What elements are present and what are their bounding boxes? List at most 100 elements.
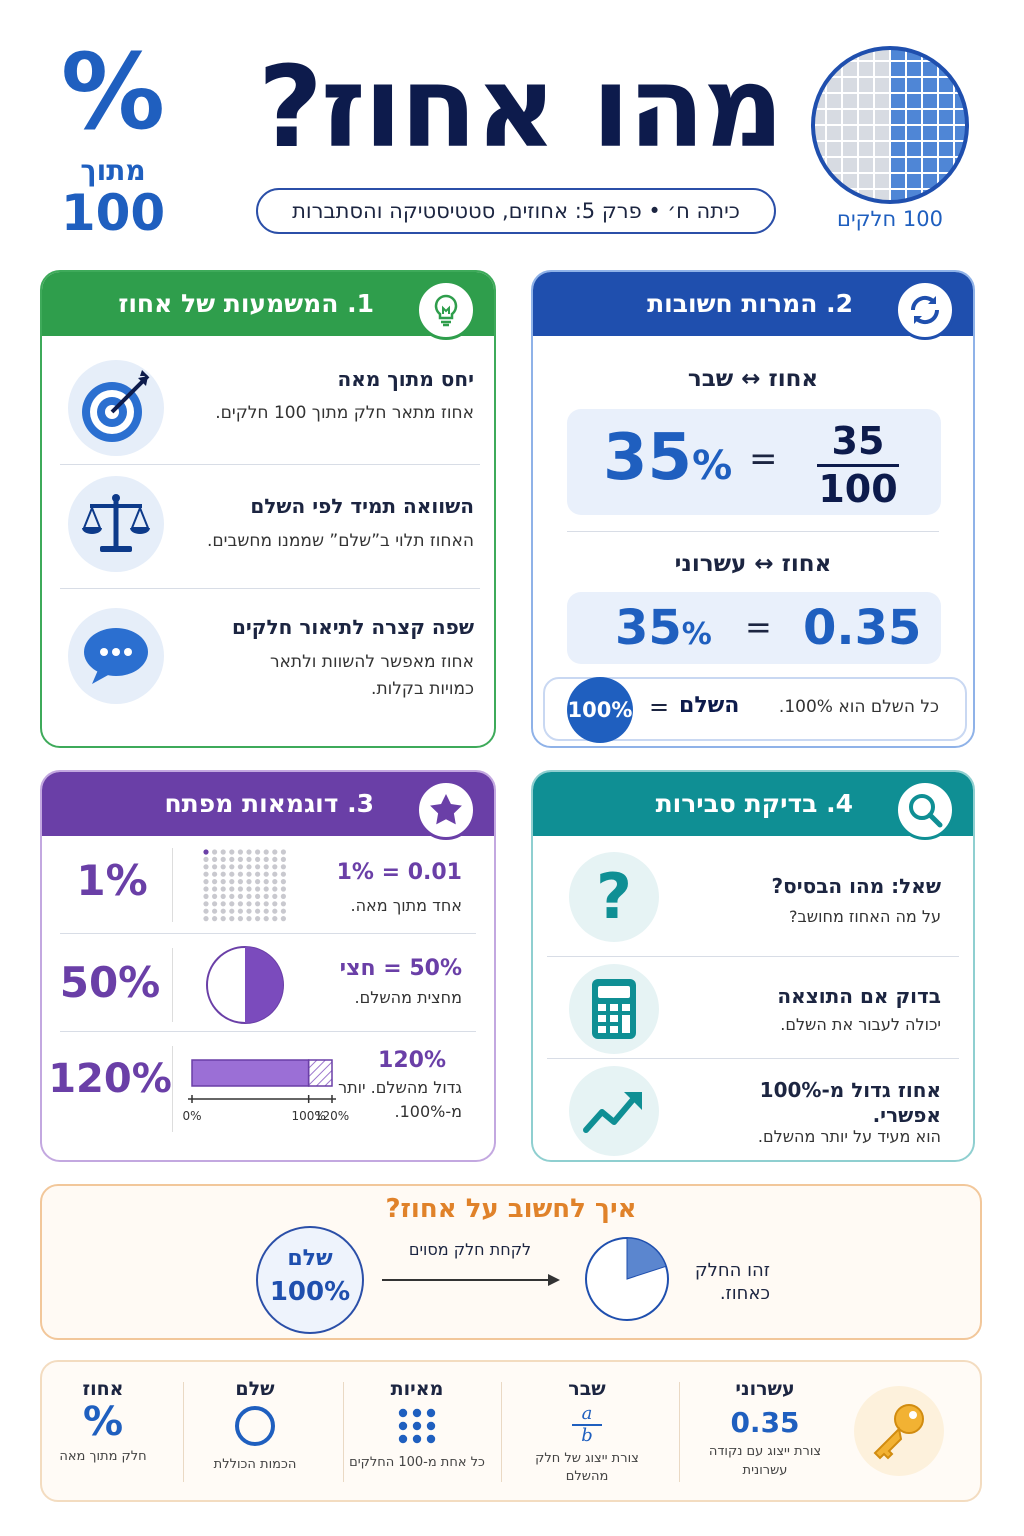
dot [255,916,261,922]
divider [343,1382,344,1482]
dot [426,1421,436,1431]
percent-icon: % [82,1399,124,1445]
dot [212,879,218,885]
dot [237,849,243,855]
meaning-item-2-title: השוואה תמיד לפי השלם [250,494,474,518]
dot [220,864,226,870]
dot [237,864,243,870]
dot [237,871,243,877]
grid-cell [923,158,937,172]
divider [60,464,480,465]
how-to-think-title: איך לחשוב על אחוז? [385,1194,637,1224]
dot [237,886,243,892]
page-title: מהו אחוז? [257,43,784,173]
grid-cell [827,49,841,60]
dot [412,1408,422,1418]
grid-cell [923,174,937,188]
grid-cell [827,126,841,140]
glossary-strip: עשרוני 0.35 צורת ייצוג עם נקודה עשרונית … [40,1360,982,1502]
glossary-decimal: עשרוני 0.35 צורת ייצוג עם נקודה עשרונית [690,1378,840,1481]
divider [501,1382,502,1482]
dot [255,901,261,907]
grid-cell [843,174,857,188]
grid-cell [814,126,825,140]
example-2-equation: 50% = חצי [339,956,462,981]
dot [237,856,243,862]
grid-cell [891,78,905,92]
divider [547,956,959,957]
dot [280,916,286,922]
grid-cell [891,174,905,188]
grid-cell [814,110,825,124]
dot [229,916,235,922]
grid-cell [923,94,937,108]
magnifier-icon [895,780,955,840]
grid-cell [859,174,873,188]
grid-cell [939,94,953,108]
dot [263,856,269,862]
grid-cell [859,190,873,201]
equals-sign: = [745,608,772,646]
half-pie-icon [206,946,284,1024]
examples-card: 3. דוגמאות מפתח 1% 1% = 0.01 אחד מתוך מא… [40,770,496,1162]
divider [183,1382,184,1482]
dot [237,908,243,914]
meaning-item-1-title: יחס מתוך מאה [337,367,474,391]
dot [263,916,269,922]
dot [212,901,218,907]
check-item-1-title: שאל: מהו הבסיס? [771,874,941,898]
dot [229,901,235,907]
grid-cell [875,158,889,172]
example-1-big: 1% [76,856,148,905]
hundred-dots-icon [203,849,286,922]
grid-cell [923,142,937,156]
dot [220,879,226,885]
dot [398,1408,408,1418]
dot [280,856,286,862]
glossary-hundredths: מאיות כל אחת מ-100 החלקים [349,1378,485,1470]
whole-note-box: 100% = השלם כל השלם הוא 100%. [543,677,967,743]
grid-cell [875,62,889,76]
whole-note: כל השלם הוא 100%. [778,697,939,717]
dot [426,1434,436,1444]
dot [246,864,252,870]
grid-cell [907,174,921,188]
fraction-denominator: 100 [818,467,898,511]
dot [398,1434,408,1444]
grid-cell [859,142,873,156]
grid-cell [891,142,905,156]
arrow-caption: לקחת חלק מסוים [408,1240,532,1259]
dot [263,849,269,855]
grid-caption: 100 חלקים [837,207,943,231]
grid-cell [955,94,966,108]
dot [246,879,252,885]
grid-cell [827,190,841,201]
dot [246,886,252,892]
grid-cell [843,78,857,92]
dot [246,901,252,907]
grid-cell [875,174,889,188]
dot [229,871,235,877]
check-item-2-title: בדוק אם התוצאה [777,984,941,1008]
grid-cell [955,190,966,201]
check-item-3-title: אחוז גדול מ-100% אפשרי. [759,1078,941,1127]
grid-cell [907,190,921,201]
grid-cell [827,78,841,92]
tick-label: 120% [315,1109,349,1123]
result-caption: זהו החלק כאחוז. [694,1260,770,1304]
dot [220,871,226,877]
grid-cell [859,158,873,172]
whole-badge: 100% [567,677,633,743]
dot [280,908,286,914]
grid-cell [814,49,825,60]
dot [220,886,226,892]
dot [203,901,209,907]
grid-cell [939,78,953,92]
divider [60,933,476,934]
key-icon [854,1386,944,1476]
dot [220,893,226,899]
fraction-numerator: 35 [831,419,885,463]
conversion-fraction-label: אחוז ↔ שבר [687,366,819,392]
grid-cell [939,142,953,156]
